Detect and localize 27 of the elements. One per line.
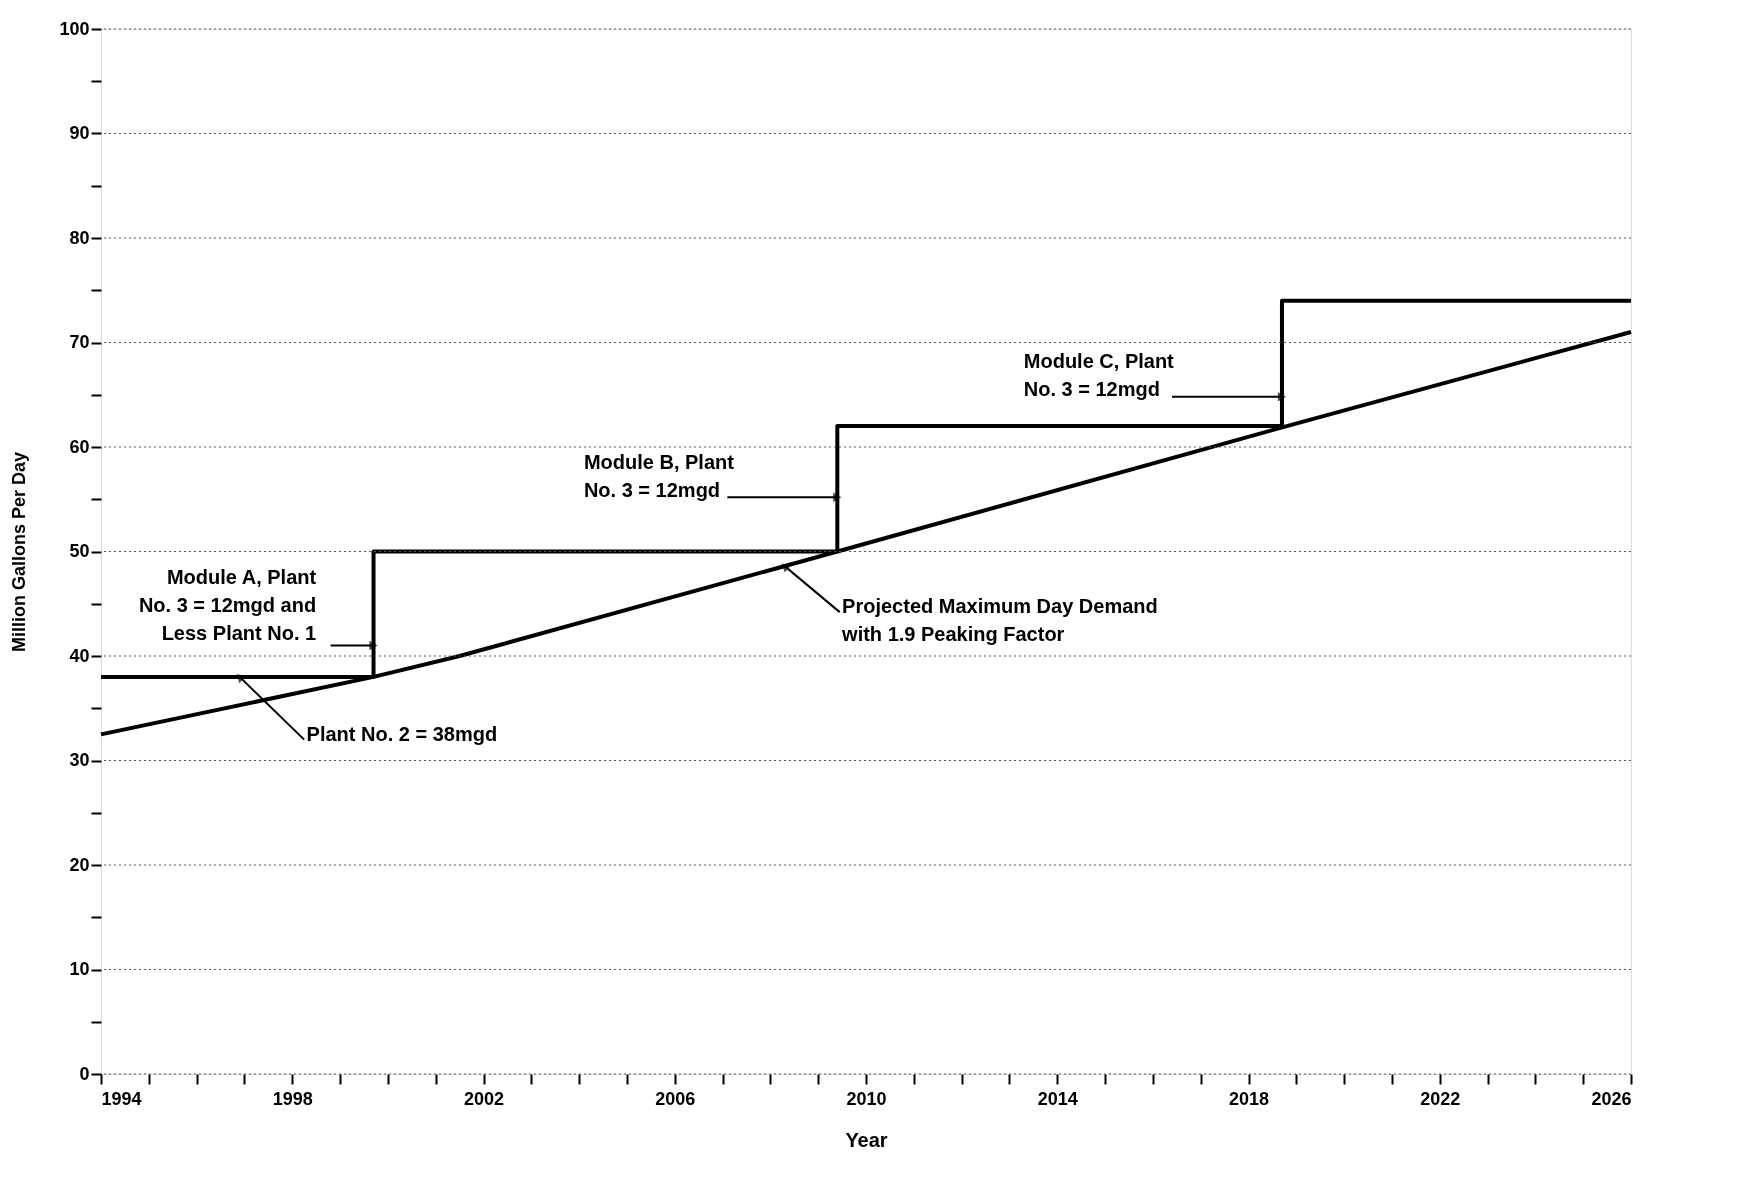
x-tick-label: 2010	[846, 1088, 887, 1109]
x-tick-label: 2018	[1228, 1088, 1270, 1109]
y-tick-label: 10	[69, 959, 90, 979]
x-tick-label: 1994	[101, 1088, 142, 1109]
x-axis-title: Year	[845, 1128, 888, 1151]
y-tick-label: 60	[69, 436, 90, 457]
annotation: Module B, Plant No. 3 = 12mgd	[583, 451, 735, 502]
y-tick-label: 80	[69, 227, 90, 248]
x-tick-label: 2002	[463, 1088, 505, 1109]
annotation: Module C, Plant No. 3 = 12mgd	[1023, 349, 1175, 400]
y-tick-label: 90	[69, 123, 90, 143]
y-axis-title: Million Gallons Per Day	[9, 451, 30, 653]
y-tick-label: 70	[69, 332, 90, 352]
x-tick-label: 2022	[1420, 1088, 1461, 1109]
y-tick-label: 40	[69, 645, 90, 666]
x-tick-label: 2006	[655, 1088, 696, 1109]
y-tick-label: 50	[69, 541, 90, 561]
y-tick-label: 30	[69, 750, 90, 770]
annotation: Module A, Plant No. 3 = 12mgd and Less Plant No. 1	[138, 566, 317, 645]
x-tick-label: 2014	[1037, 1088, 1078, 1109]
y-tick-label: 20	[69, 854, 90, 875]
annotation: Projected Maximum Day Demand with 1.9 Peaking Factor	[841, 595, 1158, 646]
x-tick-label: 1998	[272, 1088, 313, 1109]
y-tick-label: 0	[79, 1063, 90, 1084]
annotation: Plant No. 2 = 38mgd	[306, 722, 498, 745]
y-tick-label: 100	[59, 18, 90, 39]
x-tick-label: 2026	[1591, 1088, 1632, 1109]
